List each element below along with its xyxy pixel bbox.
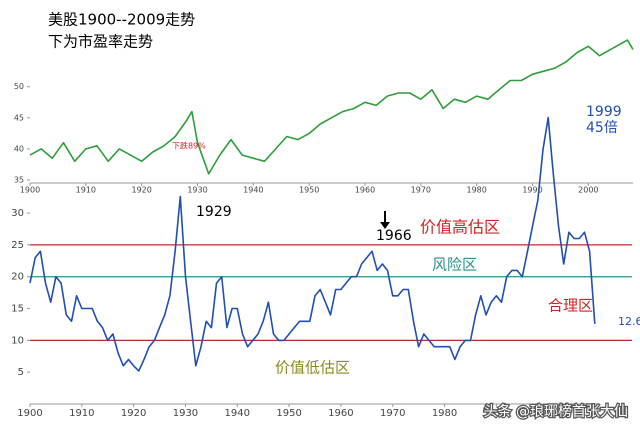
watermark: 头条 @琅琊榜首张大仙: [484, 403, 628, 420]
data-line: [29, 116, 596, 372]
x-tick-label: 1980: [432, 408, 457, 419]
x-tick-label: 1950: [299, 186, 319, 195]
x-tick-label: 2000: [578, 186, 598, 195]
annotation: 合理区: [548, 297, 593, 315]
x-tick-label: 1930: [187, 186, 207, 195]
annotation: 1999: [586, 104, 622, 120]
x-tick-label: 1930: [173, 408, 198, 419]
x-tick-label: 1970: [411, 186, 431, 195]
x-tick-label: 1940: [243, 186, 263, 195]
y-tick-label: 50: [14, 82, 24, 91]
chart-title: 美股1900--2009走势: [48, 11, 195, 29]
annotation: 1966: [376, 228, 412, 244]
annotation: 风险区: [432, 256, 477, 274]
x-tick-label: 2000: [535, 408, 560, 419]
y-tick-label: 40: [14, 144, 24, 153]
x-tick-label: 1960: [328, 408, 353, 419]
x-tick-label: 1940: [225, 408, 250, 419]
x-tick-label: 1990: [522, 186, 542, 195]
x-tick-label: 1990: [484, 408, 509, 419]
annotation-arrowhead: [380, 222, 390, 229]
y-tick-label: 15: [11, 304, 24, 315]
x-tick-label: 1980: [466, 186, 486, 195]
x-tick-label: 1900: [17, 408, 42, 419]
y-tick-label: 5: [18, 367, 24, 378]
y-tick-label: 25: [11, 240, 24, 251]
x-tick-label: 1960: [355, 186, 375, 195]
chart-subtitle: 下为市盈率走势: [48, 33, 153, 51]
x-tick-label: 1910: [76, 186, 96, 195]
x-tick-label: 1920: [131, 186, 151, 195]
annotation: 价值高估区: [420, 218, 500, 237]
data-line: [29, 39, 634, 175]
annotation: 下跌89%: [172, 141, 206, 151]
x-tick-label: 1920: [121, 408, 146, 419]
x-tick-label: 1970: [380, 408, 405, 419]
x-tick-label: 1910: [69, 408, 94, 419]
y-tick-label: 20: [11, 272, 24, 283]
y-tick-label: 10: [11, 335, 24, 346]
x-tick-label: 1950: [276, 408, 301, 419]
x-tick-label: 1900: [20, 186, 40, 195]
y-tick-label: 35: [14, 176, 24, 185]
annotation: 45倍: [586, 120, 618, 136]
annotation: 价值低估区: [275, 359, 350, 377]
y-tick-label: 30: [11, 208, 24, 219]
annotation: 1929: [196, 204, 232, 220]
y-tick-label: 45: [14, 113, 24, 122]
annotation: 12.6: [618, 315, 640, 328]
